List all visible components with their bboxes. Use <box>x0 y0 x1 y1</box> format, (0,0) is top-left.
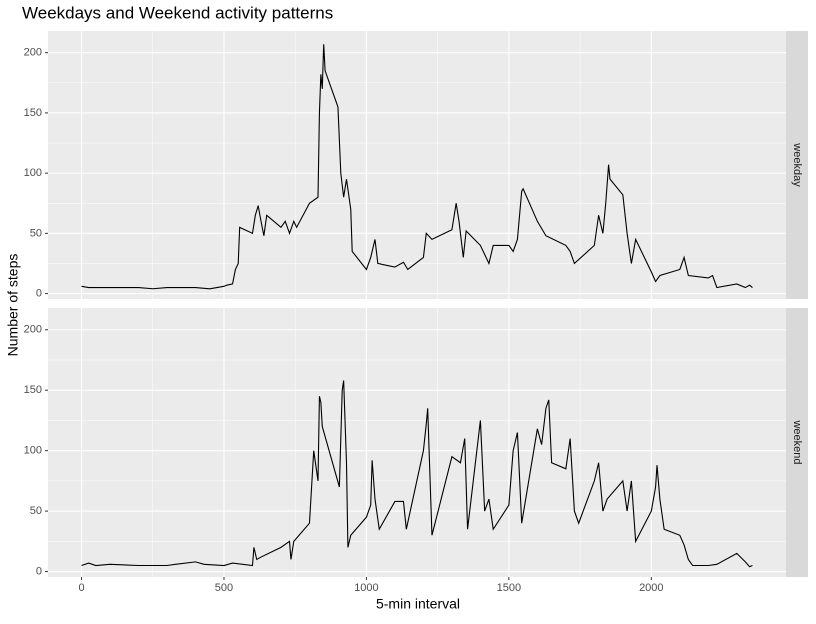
y-tick-label: 50 <box>30 227 42 239</box>
x-tick-label: 1000 <box>354 582 378 594</box>
chart-title: Weekdays and Weekend activity patterns <box>22 3 333 22</box>
y-tick-label: 150 <box>24 384 42 396</box>
y-tick-label: 100 <box>24 445 42 457</box>
facet-label: weekday <box>791 142 803 187</box>
y-axis-label: Number of steps <box>5 254 21 357</box>
x-tick-label: 2000 <box>639 582 663 594</box>
data-line <box>81 380 753 568</box>
y-tick-label: 50 <box>30 505 42 517</box>
panel-background <box>48 31 786 299</box>
facet-label: weekend <box>791 419 803 464</box>
facet-strip <box>786 308 808 577</box>
x-tick-label: 500 <box>215 582 233 594</box>
y-tick-label: 150 <box>24 107 42 119</box>
y-tick-label: 0 <box>36 287 42 299</box>
x-tick-label: 0 <box>78 582 84 594</box>
y-tick-label: 200 <box>24 324 42 336</box>
x-axis-label: 5-min interval <box>376 596 460 612</box>
data-line <box>81 44 753 290</box>
facet-strip <box>786 31 808 299</box>
y-tick-label: 0 <box>36 565 42 577</box>
x-tick-label: 1500 <box>497 582 521 594</box>
y-tick-label: 200 <box>24 47 42 59</box>
panel-background <box>48 308 786 577</box>
y-tick-label: 100 <box>24 167 42 179</box>
